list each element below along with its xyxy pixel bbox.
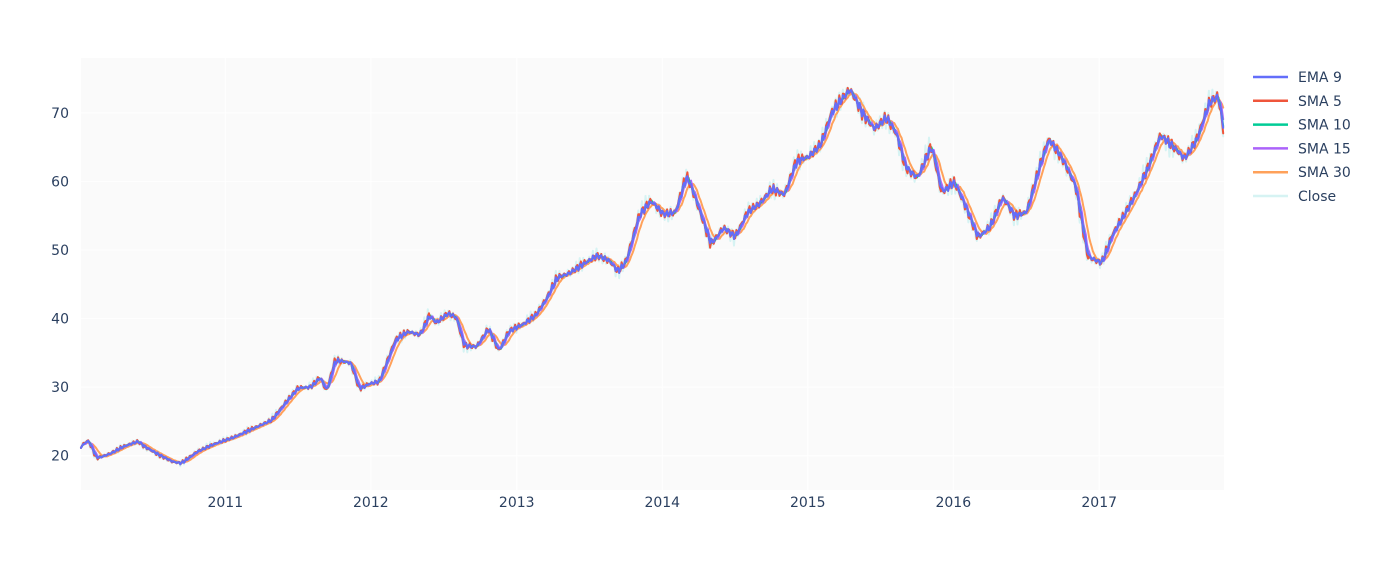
grid-lines [81,58,1224,490]
x-axis: 2011 2012 2013 2014 2015 2016 2017 [207,495,1117,511]
legend-item-sma-15[interactable]: SMA 15 [1253,141,1351,157]
y-tick-label: 70 [51,106,69,122]
x-tick-label: 2013 [499,495,535,511]
y-axis: 20 30 40 50 60 70 [51,106,69,465]
legend-label: SMA 10 [1298,118,1351,134]
legend[interactable]: EMA 9 SMA 5 SMA 10 SMA 15 SMA 30 Close [1253,70,1351,205]
x-tick-label: 2011 [207,495,243,511]
x-tick-label: 2017 [1081,495,1117,511]
legend-item-sma-10[interactable]: SMA 10 [1253,118,1351,134]
legend-item-close[interactable]: Close [1253,189,1336,205]
legend-item-sma-5[interactable]: SMA 5 [1253,94,1342,110]
x-tick-label: 2015 [790,495,826,511]
x-tick-label: 2012 [353,495,389,511]
y-tick-label: 20 [51,449,69,465]
y-tick-label: 40 [51,312,69,328]
legend-item-sma-30[interactable]: SMA 30 [1253,165,1351,181]
series-lines [80,86,1225,468]
y-tick-label: 50 [51,243,69,259]
legend-label: EMA 9 [1298,70,1342,86]
x-tick-label: 2014 [644,495,680,511]
series-line-ema-9 [80,88,1225,466]
legend-label: Close [1298,189,1336,205]
y-tick-label: 60 [51,174,69,190]
plot-background [81,58,1224,490]
legend-label: SMA 30 [1298,165,1351,181]
x-tick-label: 2016 [935,495,971,511]
legend-label: SMA 5 [1298,94,1342,110]
legend-item-ema-9[interactable]: EMA 9 [1253,70,1342,86]
legend-label: SMA 15 [1298,141,1351,157]
y-tick-label: 30 [51,380,69,396]
